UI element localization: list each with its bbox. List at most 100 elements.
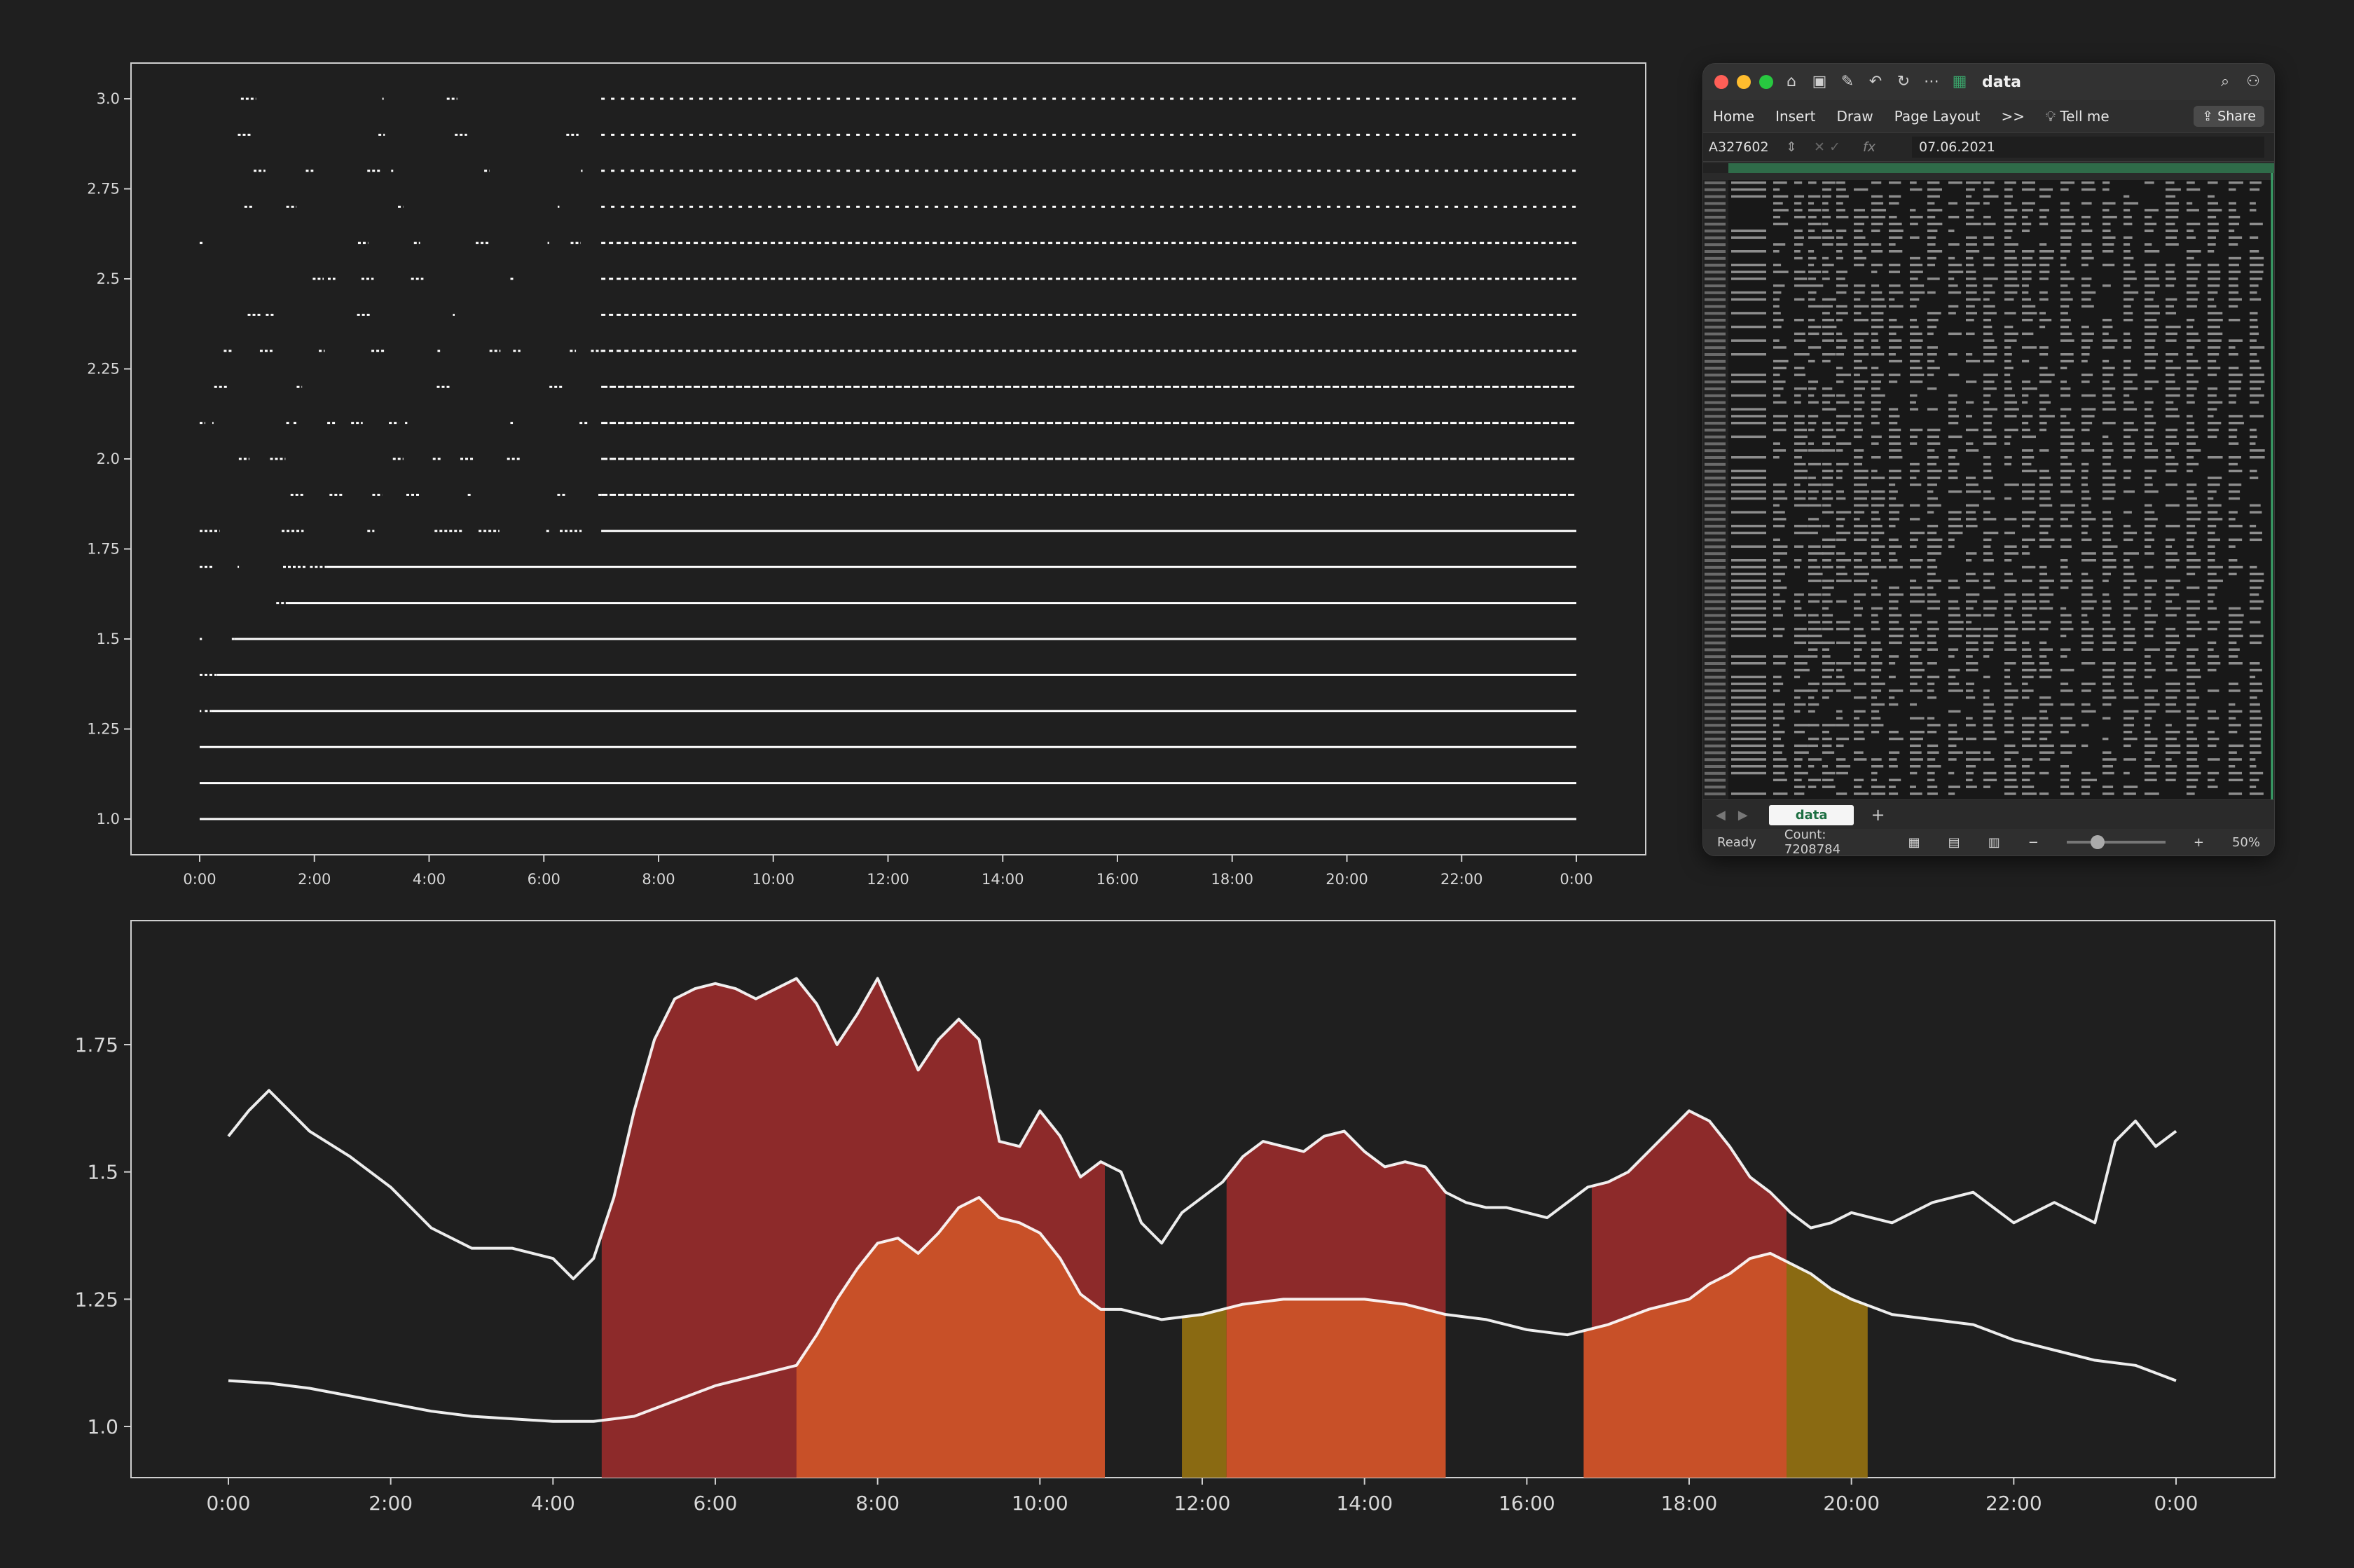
zoom-window-button[interactable] — [1759, 75, 1773, 89]
add-sheet-button[interactable]: + — [1871, 805, 1885, 825]
cell-value — [2250, 209, 2257, 212]
cell-value — [1822, 442, 1830, 445]
cell-value — [1808, 710, 1815, 713]
cell-value — [2187, 442, 2196, 445]
cell-value — [1773, 511, 1785, 514]
sheet-tab-data[interactable]: data — [1768, 804, 1854, 825]
cell-value — [2187, 737, 2197, 741]
home-icon[interactable]: ⌂ — [1787, 73, 1796, 90]
ribbon-tab-insert[interactable]: Insert — [1775, 108, 1816, 125]
normal-view-icon[interactable]: ▦ — [1908, 834, 1920, 850]
y-tick-label: 3.0 — [97, 90, 120, 107]
ribbon-more-button[interactable]: >> — [2001, 108, 2025, 125]
cell-value — [2208, 359, 2217, 363]
cell-value — [1966, 511, 1976, 514]
cell-value — [2250, 765, 2257, 768]
cell-value — [2081, 408, 2096, 411]
ribbon-tab-draw[interactable]: Draw — [1836, 108, 1873, 125]
save-icon[interactable]: ▣ — [1812, 73, 1827, 90]
cell-value — [2250, 476, 2259, 479]
cell-value — [2102, 600, 2111, 603]
zoom-out-button[interactable]: − — [2028, 834, 2039, 850]
cell-value — [2124, 305, 2131, 308]
zoom-slider-thumb[interactable] — [2090, 835, 2105, 849]
window-title: data — [1982, 73, 2021, 91]
cell-value — [1910, 325, 1919, 329]
cell-value — [1854, 655, 1860, 658]
cell-value — [1822, 621, 1833, 624]
row-number — [1705, 511, 1726, 514]
cell-value — [1854, 305, 1869, 308]
cell-value — [1927, 565, 1938, 569]
cell-value — [2166, 442, 2180, 445]
cell-value — [2060, 668, 2074, 672]
undo-icon[interactable]: ↶ — [1868, 73, 1882, 90]
cell-value — [1794, 387, 1807, 390]
name-box-stepper-icon[interactable]: ⇕ — [1786, 139, 1797, 155]
more-options-icon[interactable]: ⋯ — [1924, 73, 1939, 90]
tell-me-field[interactable]: 💡︎ Tell me — [2046, 108, 2109, 125]
cell-value — [1808, 758, 1822, 761]
cell-value — [1854, 380, 1868, 383]
cell-value — [1773, 490, 1785, 493]
row-number — [1705, 387, 1726, 390]
search-icon[interactable]: ⌕ — [2220, 73, 2230, 90]
spreadsheet-grid[interactable] — [1703, 163, 2274, 799]
cell-value — [1910, 634, 1919, 638]
cell-value — [2022, 277, 2032, 280]
sheet-nav-next-icon[interactable]: ▶ — [1737, 807, 1748, 823]
cell-value — [2060, 222, 2076, 226]
name-box[interactable]: A327602 — [1709, 139, 1769, 155]
minimize-window-button[interactable] — [1737, 75, 1751, 89]
cell-value — [1854, 415, 1864, 418]
cell-value — [2145, 545, 2152, 548]
cell-value — [1966, 243, 1977, 246]
cell-value — [2022, 744, 2037, 748]
share-button[interactable]: ⇪ Share — [2194, 106, 2264, 127]
cell-value — [2004, 765, 2017, 768]
cell-value — [2081, 332, 2094, 336]
close-window-button[interactable] — [1714, 75, 1728, 89]
cell-value — [1927, 778, 1935, 782]
cell-value — [2004, 552, 2019, 555]
cell-value — [2166, 628, 2176, 631]
cell-value — [2004, 675, 2011, 679]
formula-input[interactable]: 07.06.2021 — [1912, 137, 2264, 158]
cell-value — [1983, 737, 1997, 741]
cell-value — [2166, 366, 2181, 370]
cell-value — [2060, 243, 2072, 246]
cell-value — [1836, 525, 1844, 528]
zoom-slider[interactable] — [2066, 835, 2166, 849]
cell-value — [1983, 497, 1995, 500]
cell-value — [1836, 415, 1851, 418]
cell-value — [2145, 216, 2152, 219]
cell-value — [1966, 689, 1974, 692]
fx-icon[interactable]: fx — [1863, 139, 1875, 155]
cell-value — [2102, 243, 2114, 246]
cell-value — [2060, 394, 2071, 397]
cell-value — [2060, 353, 2074, 356]
zoom-in-button[interactable]: + — [2193, 834, 2204, 850]
cell-value — [2022, 593, 2035, 596]
cell-value — [1948, 531, 1963, 535]
share-people-icon[interactable]: ⚇ — [2246, 73, 2260, 90]
cell-value — [1731, 476, 1766, 479]
page-layout-view-icon[interactable]: ▤ — [1948, 834, 1960, 850]
edit-icon[interactable]: ✎ — [1840, 73, 1854, 90]
cell-value — [1731, 312, 1766, 315]
spreadsheet-window[interactable]: ⌂ ▣ ✎ ↶ ↻ ⋯ ▦ data ⌕ ⚇ Home Insert Draw … — [1702, 63, 2275, 856]
cell-value — [1854, 511, 1865, 514]
cell-value — [2145, 703, 2160, 706]
redo-icon[interactable]: ↻ — [1897, 73, 1911, 90]
cell-value — [2004, 456, 2012, 459]
sheet-nav-prev-icon[interactable]: ◀ — [1716, 807, 1726, 823]
ribbon-tab-home[interactable]: Home — [1713, 108, 1755, 125]
cell-value — [2229, 202, 2236, 205]
ribbon-tab-page-layout[interactable]: Page Layout — [1894, 108, 1981, 125]
page-break-view-icon[interactable]: ▥ — [1988, 834, 2000, 850]
cell-value — [2229, 648, 2240, 651]
cell-value — [2060, 415, 2067, 418]
cell-value — [2022, 250, 2035, 253]
cell-value — [2004, 243, 2018, 246]
cell-value — [2039, 792, 2049, 795]
